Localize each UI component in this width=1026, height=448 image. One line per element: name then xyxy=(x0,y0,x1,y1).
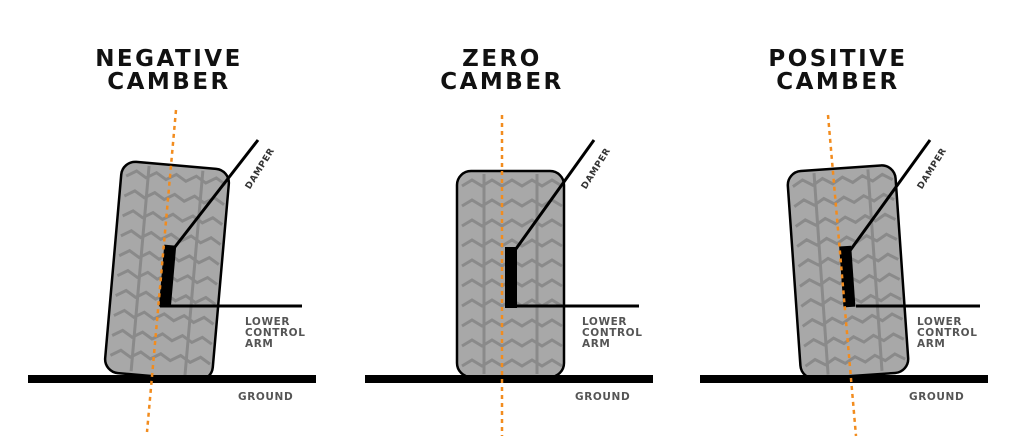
arm-label-line-1: LOWER xyxy=(582,316,628,328)
damper-line xyxy=(847,139,932,253)
title-line-1: POSITIVE xyxy=(768,46,908,72)
lower-control-arm-label: LOWER CONTROL ARM xyxy=(245,317,305,350)
camber-diagram xyxy=(365,115,653,436)
zero-camber-panel: ZERO CAMBER DAMPER LOWER CONTROL ARM GRO… xyxy=(336,0,678,448)
camber-diagram xyxy=(28,109,316,433)
camber-axis-line xyxy=(826,114,858,437)
ground-label: GROUND xyxy=(575,391,631,403)
title-line-2: CAMBER xyxy=(776,69,900,95)
panel-title: ZERO CAMBER xyxy=(331,48,673,94)
damper-line xyxy=(511,139,596,254)
lower-control-arm-label: LOWER CONTROL ARM xyxy=(917,317,977,350)
knuckle xyxy=(158,244,177,308)
camber-axis-line xyxy=(145,109,178,433)
knuckle xyxy=(505,247,517,308)
panel-title: POSITIVE CAMBER xyxy=(667,48,1009,94)
arm-label-line-2: CONTROL xyxy=(245,327,306,339)
camber-diagram xyxy=(700,114,988,437)
negative-camber-panel: NEGATIVE CAMBER DAMPER LOWER CONTROL ARM… xyxy=(0,0,342,448)
panel-title: NEGATIVE CAMBER xyxy=(0,48,340,94)
ground-label: GROUND xyxy=(909,391,965,403)
arm-label-line-1: LOWER xyxy=(917,316,963,328)
arm-label-line-2: CONTROL xyxy=(582,327,643,339)
arm-label-line-3: ARM xyxy=(917,338,946,350)
ground-bar xyxy=(365,375,653,383)
arm-label-line-3: ARM xyxy=(582,338,611,350)
lower-control-arm-label: LOWER CONTROL ARM xyxy=(582,317,642,350)
ground-bar xyxy=(28,375,316,383)
arm-label-line-1: LOWER xyxy=(245,316,291,328)
title-line-2: CAMBER xyxy=(107,69,231,95)
positive-camber-panel: POSITIVE CAMBER DAMPER LOWER CONTROL ARM… xyxy=(672,0,1014,448)
damper-line xyxy=(169,139,260,253)
tire xyxy=(103,160,231,382)
title-line-1: ZERO xyxy=(462,46,542,72)
ground-bar xyxy=(700,375,988,383)
arm-label-line-2: CONTROL xyxy=(917,327,978,339)
ground-label: GROUND xyxy=(238,391,294,403)
title-line-2: CAMBER xyxy=(440,69,564,95)
title-line-1: NEGATIVE xyxy=(95,46,243,72)
tire xyxy=(455,169,566,379)
arm-label-line-3: ARM xyxy=(245,338,274,350)
